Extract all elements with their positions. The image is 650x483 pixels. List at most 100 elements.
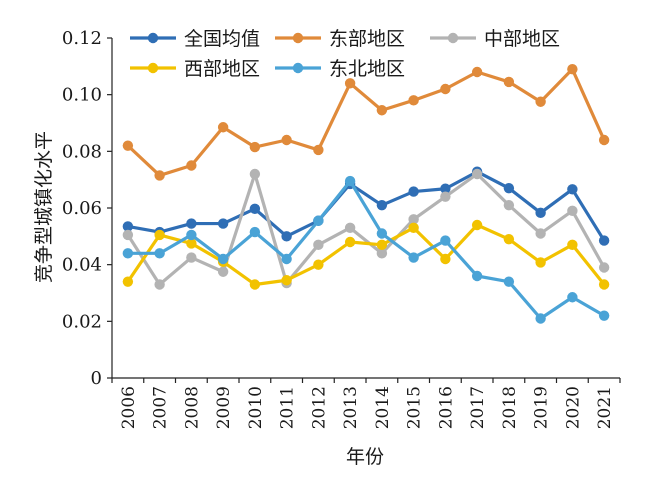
legend-item: 中部地区 [430,28,560,50]
data-point [598,134,610,146]
data-point [598,279,610,290]
y-tick-label: 0.02 [62,311,102,332]
data-point [217,218,229,229]
data-point [503,199,515,211]
data-point [344,222,356,234]
y-tick-label: 0.06 [62,198,102,219]
y-tick-label: 0.12 [62,28,102,49]
data-point [567,63,578,75]
x-tick-label: 2017 [468,386,488,429]
series-line [126,67,606,178]
data-point [408,95,419,106]
data-point [535,207,546,219]
legend-marker [447,32,459,44]
data-point [440,235,451,246]
legend-marker [292,62,304,74]
data-point [567,239,578,251]
data-point [567,292,578,303]
legend-label: 中部地区 [484,28,560,50]
y-tick-label: 0.08 [62,141,102,162]
y-axis-label: 竞争型城镇化水平 [33,131,55,283]
legend-item: 西部地区 [130,58,260,80]
legend-marker [147,32,159,44]
data-point [186,238,197,249]
legend-item: 全国均值 [130,28,260,50]
x-tick-label: 2009 [214,386,234,429]
data-point [249,226,261,238]
data-point [376,228,388,239]
data-point [535,313,546,324]
data-point [186,160,197,171]
data-point [408,222,419,234]
data-point [376,199,388,211]
x-tick-label: 2016 [436,386,456,429]
data-point [503,182,515,194]
data-point [217,122,229,133]
data-point [471,168,483,180]
data-point [154,229,165,241]
data-point [122,276,134,287]
data-point [154,279,165,290]
data-point [313,239,324,251]
data-point [249,168,261,180]
data-point [535,257,546,268]
data-point [408,214,419,225]
data-point [376,248,388,259]
data-point [567,205,578,217]
x-tick-label: 2013 [341,386,361,429]
legend-marker [147,62,159,74]
data-point [598,235,610,246]
data-point [122,140,134,151]
data-point [313,215,324,226]
data-point [598,310,610,321]
x-tick-label: 2021 [595,386,615,429]
data-point [313,144,324,156]
x-axis-label: 年份 [346,446,384,468]
x-tick-label: 2006 [119,386,139,429]
x-tick-label: 2012 [309,386,329,429]
data-point [535,96,546,107]
data-point [344,236,356,248]
series-4 [122,219,610,290]
x-tick-label: 2008 [182,386,202,429]
x-tick-label: 2015 [405,386,425,429]
x-tick-label: 2011 [278,386,298,429]
data-point [408,252,419,263]
series-2 [122,63,610,181]
data-point [440,183,451,194]
x-tick-label: 2020 [563,386,583,429]
legend-label: 东部地区 [329,28,405,50]
y-tick-label: 0.10 [62,85,102,106]
data-point [376,105,388,116]
data-point [122,248,134,259]
x-tick-label: 2018 [500,386,520,429]
x-tick-label: 2010 [246,386,266,429]
data-point [598,262,610,273]
data-point [154,170,165,181]
legend-label: 全国均值 [184,28,260,50]
data-point [535,228,546,239]
data-point [281,231,292,242]
data-point [408,186,419,197]
data-point [217,253,229,265]
data-point [122,229,134,241]
data-point [503,233,515,245]
data-point [440,83,451,95]
data-point [471,270,483,282]
data-point [154,248,165,259]
legend-item: 东部地区 [275,28,405,50]
data-point [376,239,388,251]
y-tick-label: 0 [91,368,102,389]
data-point [440,253,451,265]
x-tick-label: 2014 [373,386,393,429]
x-tick-label: 2019 [532,386,552,429]
x-tick-label: 2007 [151,386,171,429]
legend-item: 东北地区 [275,58,405,80]
series-line [127,179,605,321]
data-point [471,219,483,231]
data-point [249,203,261,215]
data-point [471,66,483,78]
series-line [126,172,606,287]
